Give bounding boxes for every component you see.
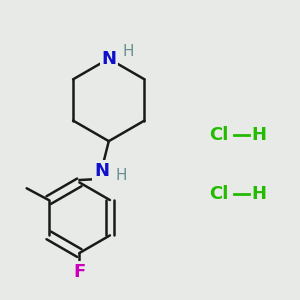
Text: H: H	[252, 185, 267, 203]
Text: Cl: Cl	[209, 185, 228, 203]
Text: F: F	[73, 263, 86, 281]
Text: Cl: Cl	[209, 126, 228, 144]
Text: H: H	[116, 167, 127, 182]
Text: H: H	[122, 44, 134, 59]
Text: N: N	[101, 50, 116, 68]
Text: N: N	[94, 162, 109, 180]
Text: H: H	[252, 126, 267, 144]
